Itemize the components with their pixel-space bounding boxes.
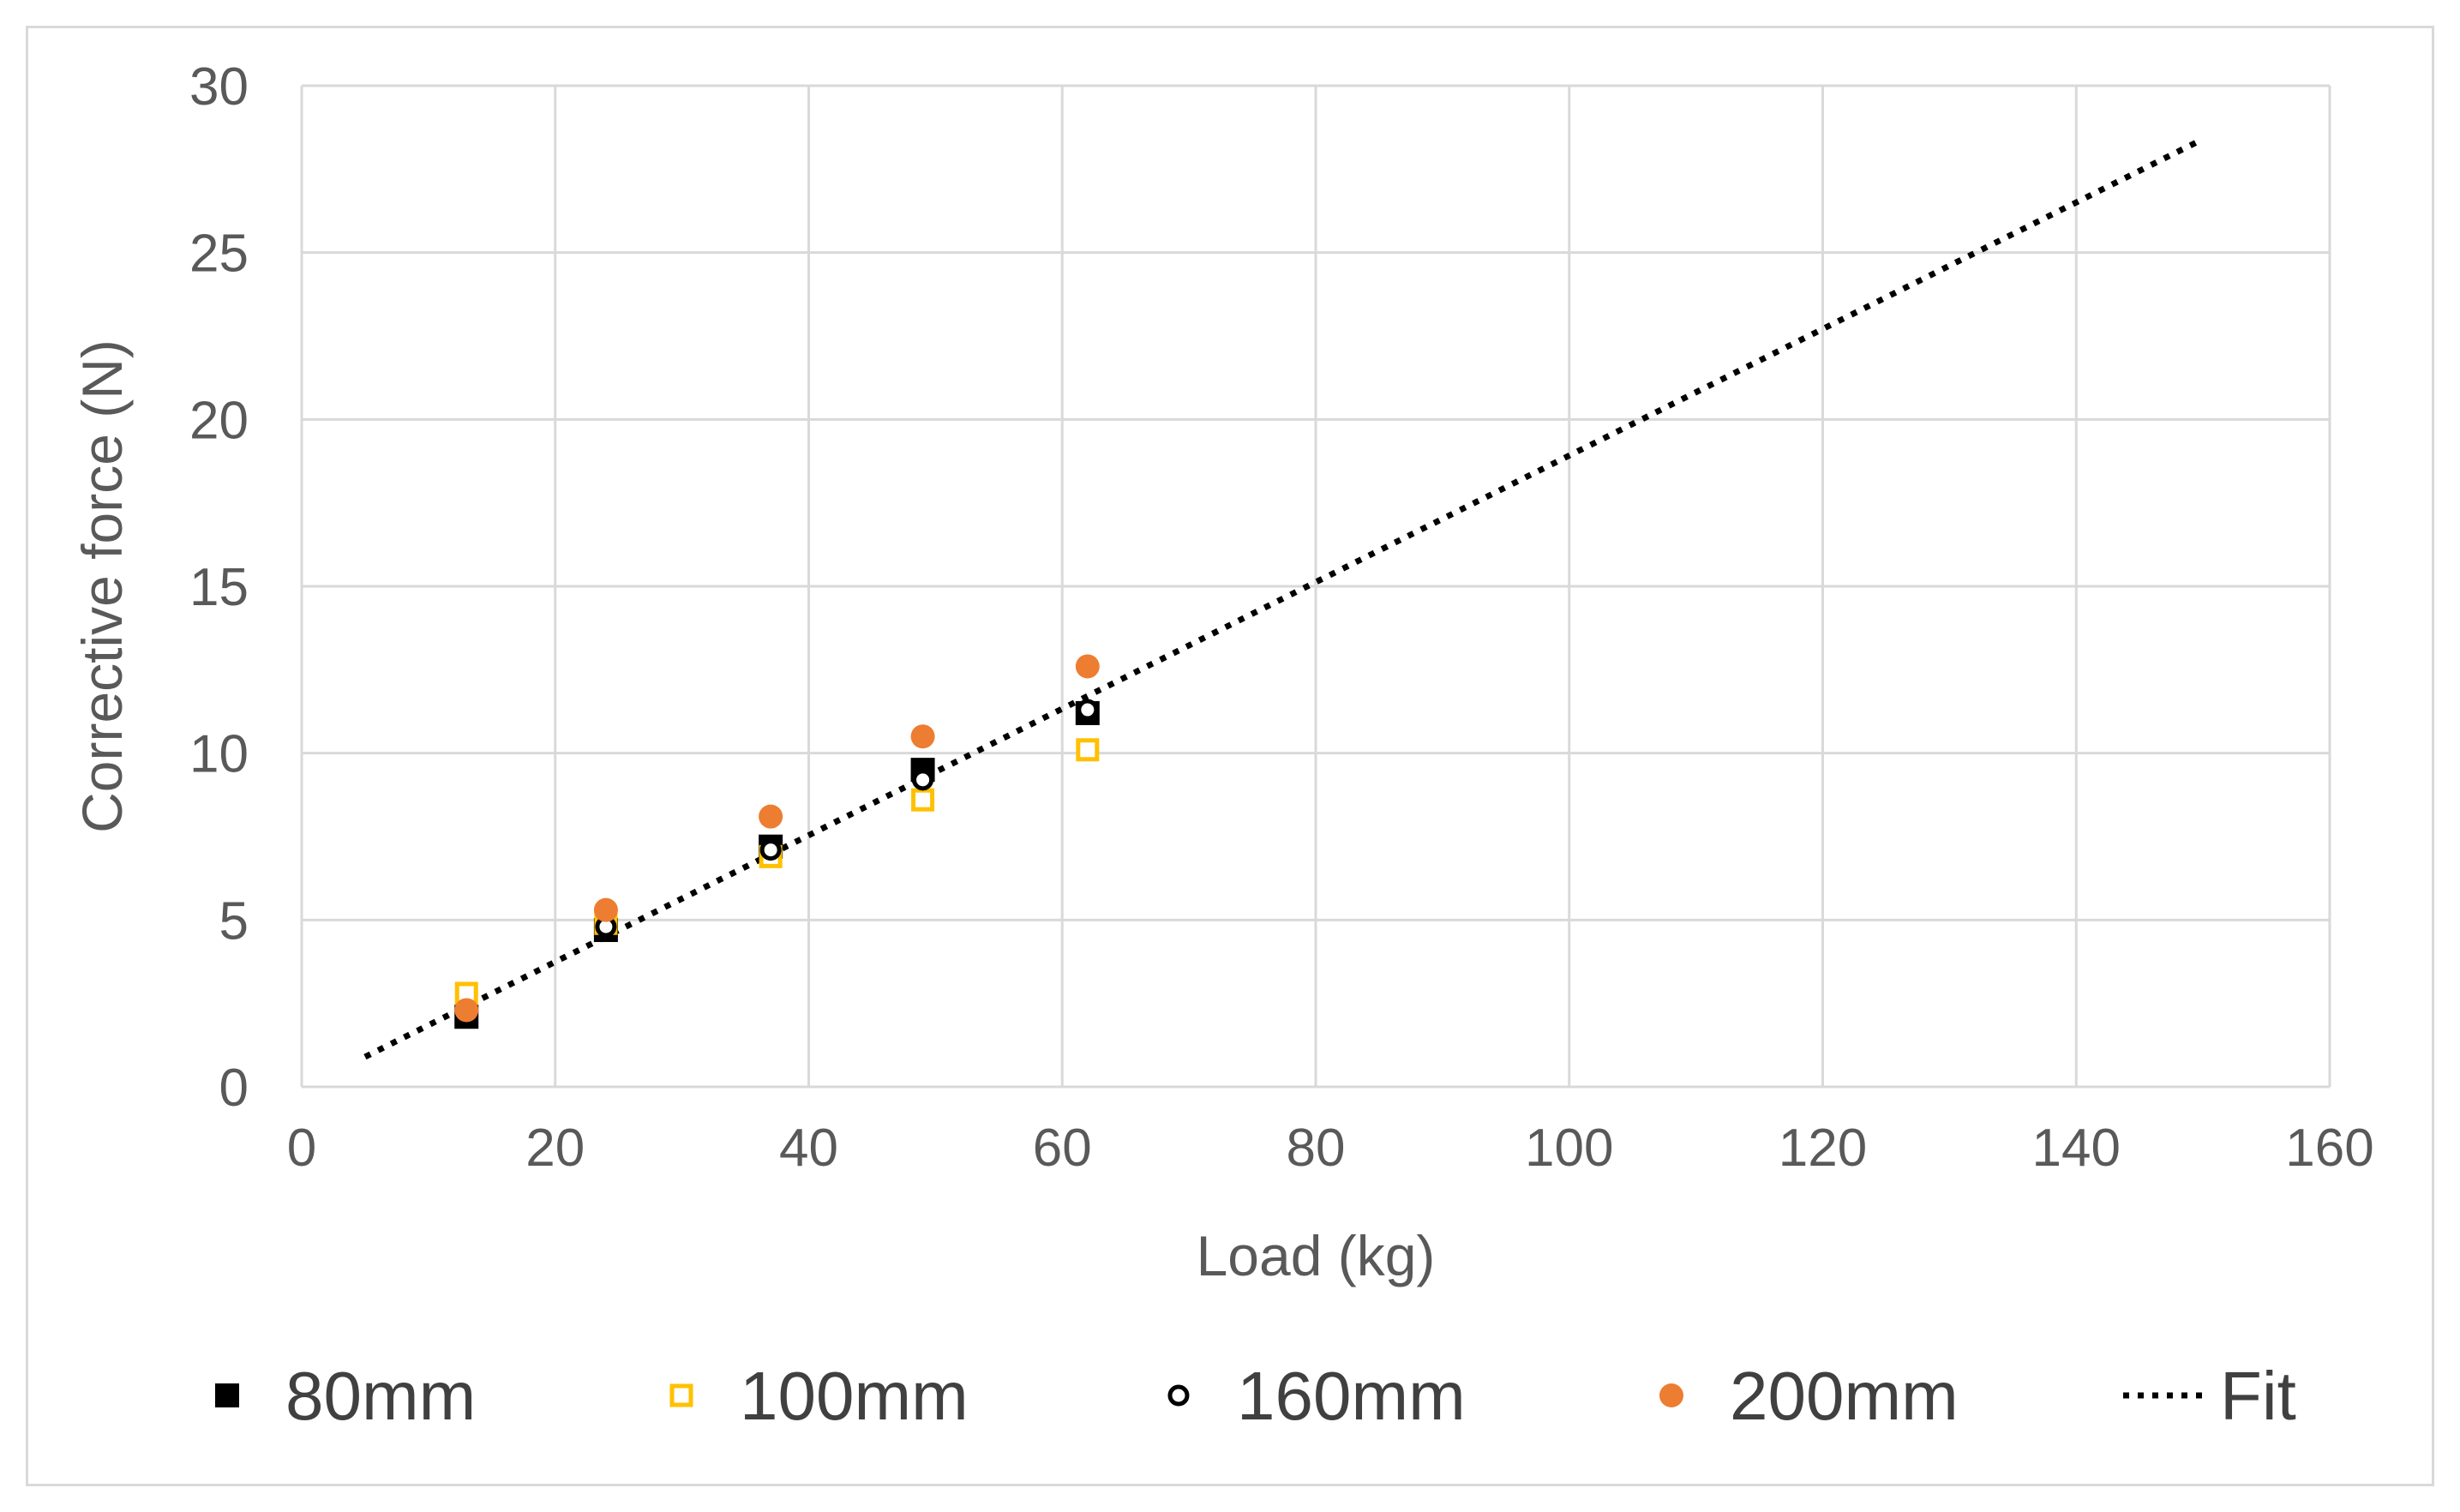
chart-frame <box>26 26 2434 1486</box>
data-point-160mm <box>912 769 934 791</box>
legend-swatch-160mm <box>1167 1384 1190 1407</box>
data-point-200mm <box>1075 654 1100 679</box>
data-point-100mm <box>911 788 935 812</box>
data-points <box>454 654 1100 1029</box>
x-tick-label: 0 <box>287 1119 316 1178</box>
legend-label: 80mm <box>285 1358 476 1434</box>
legend-swatch-80mm <box>215 1383 239 1407</box>
legend-label: 100mm <box>740 1358 969 1434</box>
y-tick-label: 15 <box>189 558 249 617</box>
data-point-160mm <box>759 839 782 861</box>
x-axis-tick-labels: 0 20 40 60 80 100 120 140 160 <box>287 1119 2374 1178</box>
legend-label: 160mm <box>1237 1358 1466 1434</box>
x-tick-label: 80 <box>1287 1119 1346 1178</box>
y-tick-label: 30 <box>189 57 249 117</box>
data-point-200mm <box>910 724 935 749</box>
y-tick-label: 25 <box>189 225 249 284</box>
x-tick-label: 140 <box>2032 1119 2121 1178</box>
x-tick-label: 20 <box>525 1119 585 1178</box>
y-tick-label: 20 <box>189 391 249 450</box>
y-axis-tick-labels: 0 5 10 15 20 25 30 <box>189 57 249 1118</box>
legend-label: Fit <box>2220 1358 2296 1434</box>
data-point-100mm <box>1076 738 1100 762</box>
y-tick-label: 5 <box>219 891 249 951</box>
y-tick-label: 10 <box>189 725 249 784</box>
y-tick-label: 0 <box>219 1059 249 1118</box>
legend: 80mm 100mm 160mm 200mm Fit <box>215 1358 2296 1434</box>
data-point-200mm <box>454 998 479 1023</box>
x-tick-label: 60 <box>1033 1119 1092 1178</box>
data-point-160mm <box>1077 699 1099 721</box>
x-tick-label: 160 <box>2285 1119 2373 1178</box>
data-point-200mm <box>759 804 783 829</box>
legend-label: 200mm <box>1730 1358 1959 1434</box>
x-axis-title: Load (kg) <box>1197 1224 1436 1287</box>
x-tick-label: 100 <box>1525 1119 1613 1178</box>
x-tick-label: 120 <box>1779 1119 1867 1178</box>
data-point-200mm <box>593 897 618 922</box>
y-axis-title: Corrective force (N) <box>70 339 134 833</box>
legend-swatch-100mm <box>669 1383 693 1407</box>
x-tick-label: 40 <box>779 1119 838 1178</box>
legend-swatch-200mm <box>1659 1383 1683 1407</box>
